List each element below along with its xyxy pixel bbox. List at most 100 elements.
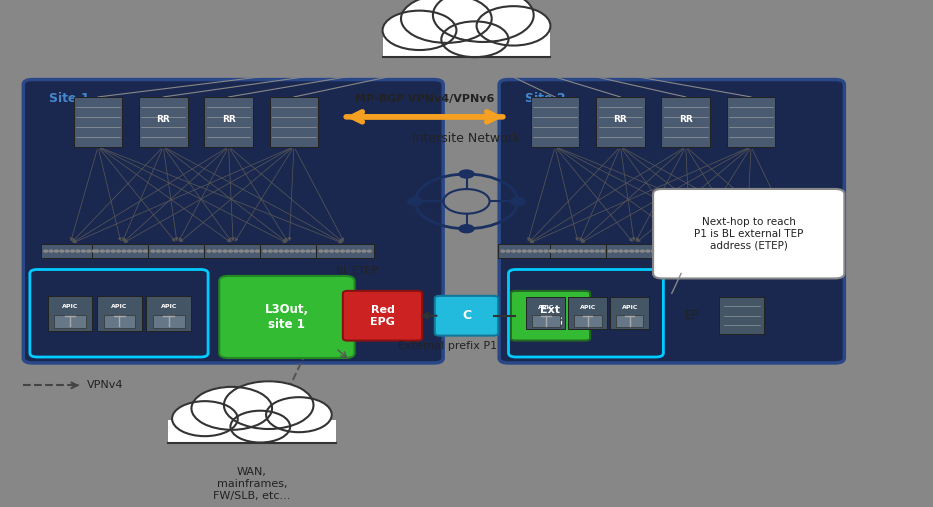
Text: APIC: APIC (579, 305, 596, 310)
Text: WAN,
mainframes,
FW/SLB, etc...: WAN, mainframes, FW/SLB, etc... (214, 467, 290, 500)
Circle shape (65, 250, 69, 252)
Circle shape (510, 197, 525, 205)
Circle shape (552, 250, 556, 252)
Circle shape (95, 250, 99, 252)
Circle shape (459, 225, 474, 233)
Circle shape (290, 250, 294, 252)
FancyBboxPatch shape (526, 297, 565, 330)
Circle shape (157, 250, 160, 252)
Text: RR: RR (222, 115, 235, 124)
Circle shape (229, 250, 232, 252)
FancyBboxPatch shape (574, 314, 602, 327)
FancyBboxPatch shape (550, 244, 607, 258)
FancyBboxPatch shape (139, 97, 188, 147)
FancyBboxPatch shape (104, 315, 135, 328)
Circle shape (726, 250, 730, 252)
Circle shape (296, 250, 299, 252)
Circle shape (266, 397, 332, 432)
Circle shape (101, 250, 104, 252)
FancyBboxPatch shape (661, 97, 710, 147)
Circle shape (172, 401, 238, 436)
Circle shape (178, 250, 182, 252)
Circle shape (720, 250, 724, 252)
Circle shape (269, 250, 272, 252)
Circle shape (563, 250, 566, 252)
Circle shape (777, 250, 781, 252)
Circle shape (362, 250, 366, 252)
FancyBboxPatch shape (219, 276, 355, 358)
Circle shape (753, 250, 757, 252)
Circle shape (713, 250, 717, 252)
Circle shape (207, 250, 211, 252)
FancyBboxPatch shape (54, 315, 86, 328)
Circle shape (702, 250, 705, 252)
Text: EP: EP (686, 309, 700, 322)
Circle shape (105, 250, 109, 252)
Circle shape (579, 250, 583, 252)
Circle shape (81, 250, 85, 252)
Circle shape (217, 250, 221, 252)
Circle shape (528, 250, 532, 252)
Circle shape (441, 21, 508, 57)
Circle shape (657, 250, 661, 252)
Circle shape (614, 250, 618, 252)
Circle shape (651, 250, 655, 252)
FancyBboxPatch shape (270, 97, 318, 147)
Circle shape (312, 250, 315, 252)
Circle shape (92, 250, 96, 252)
FancyBboxPatch shape (616, 314, 644, 327)
Circle shape (408, 197, 423, 205)
Circle shape (815, 250, 818, 252)
Circle shape (686, 250, 689, 252)
Circle shape (44, 250, 48, 252)
FancyBboxPatch shape (511, 291, 590, 341)
Circle shape (117, 250, 120, 252)
Circle shape (820, 250, 824, 252)
FancyBboxPatch shape (168, 420, 336, 443)
Circle shape (300, 250, 304, 252)
Circle shape (742, 250, 745, 252)
FancyBboxPatch shape (148, 244, 206, 258)
Text: RR: RR (614, 115, 627, 124)
Circle shape (194, 250, 198, 252)
Circle shape (477, 6, 550, 46)
Text: Intersite Network: Intersite Network (412, 132, 521, 145)
Text: Site 1: Site 1 (49, 92, 91, 105)
FancyBboxPatch shape (74, 97, 122, 147)
Circle shape (670, 250, 674, 252)
FancyBboxPatch shape (499, 80, 844, 363)
FancyBboxPatch shape (204, 97, 253, 147)
Circle shape (501, 250, 505, 252)
Circle shape (60, 250, 63, 252)
Text: APIC: APIC (621, 305, 638, 310)
Circle shape (138, 250, 142, 252)
Circle shape (173, 250, 176, 252)
Circle shape (433, 0, 534, 42)
Circle shape (356, 250, 360, 252)
Circle shape (71, 250, 75, 252)
Circle shape (325, 250, 328, 252)
Circle shape (144, 250, 147, 252)
FancyBboxPatch shape (204, 244, 262, 258)
FancyBboxPatch shape (568, 297, 607, 330)
Circle shape (54, 250, 58, 252)
Circle shape (256, 250, 259, 252)
Circle shape (401, 0, 492, 43)
Circle shape (285, 250, 288, 252)
Text: RR: RR (157, 115, 170, 124)
Circle shape (804, 250, 808, 252)
Circle shape (799, 250, 802, 252)
Text: Next-hop to reach
P1 is BL external TEP
address (ETEP): Next-hop to reach P1 is BL external TEP … (694, 217, 803, 250)
Text: BL ETEP: BL ETEP (336, 266, 378, 276)
Text: APIC: APIC (111, 305, 128, 309)
Circle shape (736, 250, 740, 252)
FancyBboxPatch shape (653, 189, 844, 278)
Circle shape (646, 250, 649, 252)
Circle shape (128, 250, 132, 252)
Circle shape (151, 250, 155, 252)
Circle shape (601, 250, 605, 252)
FancyBboxPatch shape (769, 244, 827, 258)
Circle shape (558, 250, 562, 252)
Text: Ext
EPG: Ext EPG (538, 305, 563, 327)
FancyBboxPatch shape (606, 244, 663, 258)
